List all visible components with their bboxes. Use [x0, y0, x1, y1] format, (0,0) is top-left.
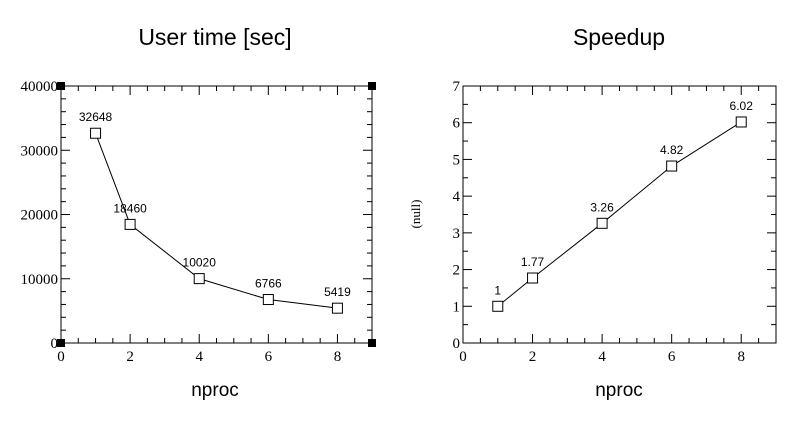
- data-point: [596, 217, 608, 229]
- y-tick-label: 6: [453, 116, 461, 132]
- data-point: [666, 160, 678, 172]
- y-tick-label: 20000: [21, 208, 59, 224]
- selection-handle: [57, 82, 65, 90]
- selection-handle: [368, 82, 376, 90]
- y-tick-label: 1: [453, 299, 461, 315]
- chart-title: Speedup: [573, 24, 665, 50]
- y-tick-label: 0: [51, 336, 59, 352]
- x-tick-label: 6: [668, 349, 676, 365]
- data-point: [735, 116, 747, 128]
- x-tick-label: 2: [126, 349, 134, 365]
- data-label: 32648: [79, 110, 113, 124]
- data-label: 18460: [113, 201, 147, 215]
- data-label: 6766: [255, 277, 282, 291]
- y-tick-label: 5: [453, 152, 461, 168]
- data-label: 1: [494, 283, 501, 297]
- x-tick-label: 4: [598, 349, 606, 365]
- y-tick-label: 30000: [21, 143, 59, 159]
- y-tick-label: 10000: [21, 272, 59, 288]
- data-point: [124, 218, 136, 230]
- y-tick-label: 0: [453, 336, 461, 352]
- data-label: 10020: [183, 256, 217, 270]
- data-label: 5419: [324, 285, 351, 299]
- y-tick-label: 4: [453, 189, 461, 205]
- data-point: [331, 302, 343, 314]
- data-label: 6.02: [730, 99, 754, 113]
- y-tick-label: 7: [453, 79, 461, 95]
- y-tick-label: 3: [453, 226, 461, 242]
- x-tick-label: 8: [334, 349, 342, 365]
- x-tick-label: 0: [57, 349, 65, 365]
- data-point: [90, 127, 102, 139]
- x-axis-label: nproc: [595, 380, 643, 401]
- selection-handle: [57, 339, 65, 347]
- x-tick-label: 6: [265, 349, 273, 365]
- x-tick-label: 8: [737, 349, 745, 365]
- x-tick-label: 2: [529, 349, 537, 365]
- data-label: 3.26: [590, 200, 614, 214]
- data-point: [262, 294, 274, 306]
- data-label: 4.82: [660, 143, 684, 157]
- data-point: [193, 273, 205, 285]
- y-axis-label: (null): [408, 200, 423, 229]
- data-point: [527, 272, 539, 284]
- x-tick-label: 4: [195, 349, 203, 365]
- speedup-chart: Speedup nproc (null) 0 1 2 3 4 5 6 7 0 2 4 6 8 1 1.77 3…: [408, 24, 777, 401]
- chart-title: User time [sec]: [138, 24, 291, 50]
- plot-frame: [60, 85, 373, 344]
- x-tick-label: 0: [459, 349, 467, 365]
- y-tick-label: 2: [453, 263, 461, 279]
- plot-frame: [462, 85, 777, 344]
- data-point: [492, 300, 504, 312]
- selection-handle: [368, 339, 376, 347]
- user-time-chart: User time [sec] nproc 010000200003000040…: [21, 24, 376, 401]
- y-tick-label: 40000: [21, 79, 59, 95]
- x-axis-label: nproc: [191, 380, 239, 401]
- data-label: 1.77: [521, 255, 545, 269]
